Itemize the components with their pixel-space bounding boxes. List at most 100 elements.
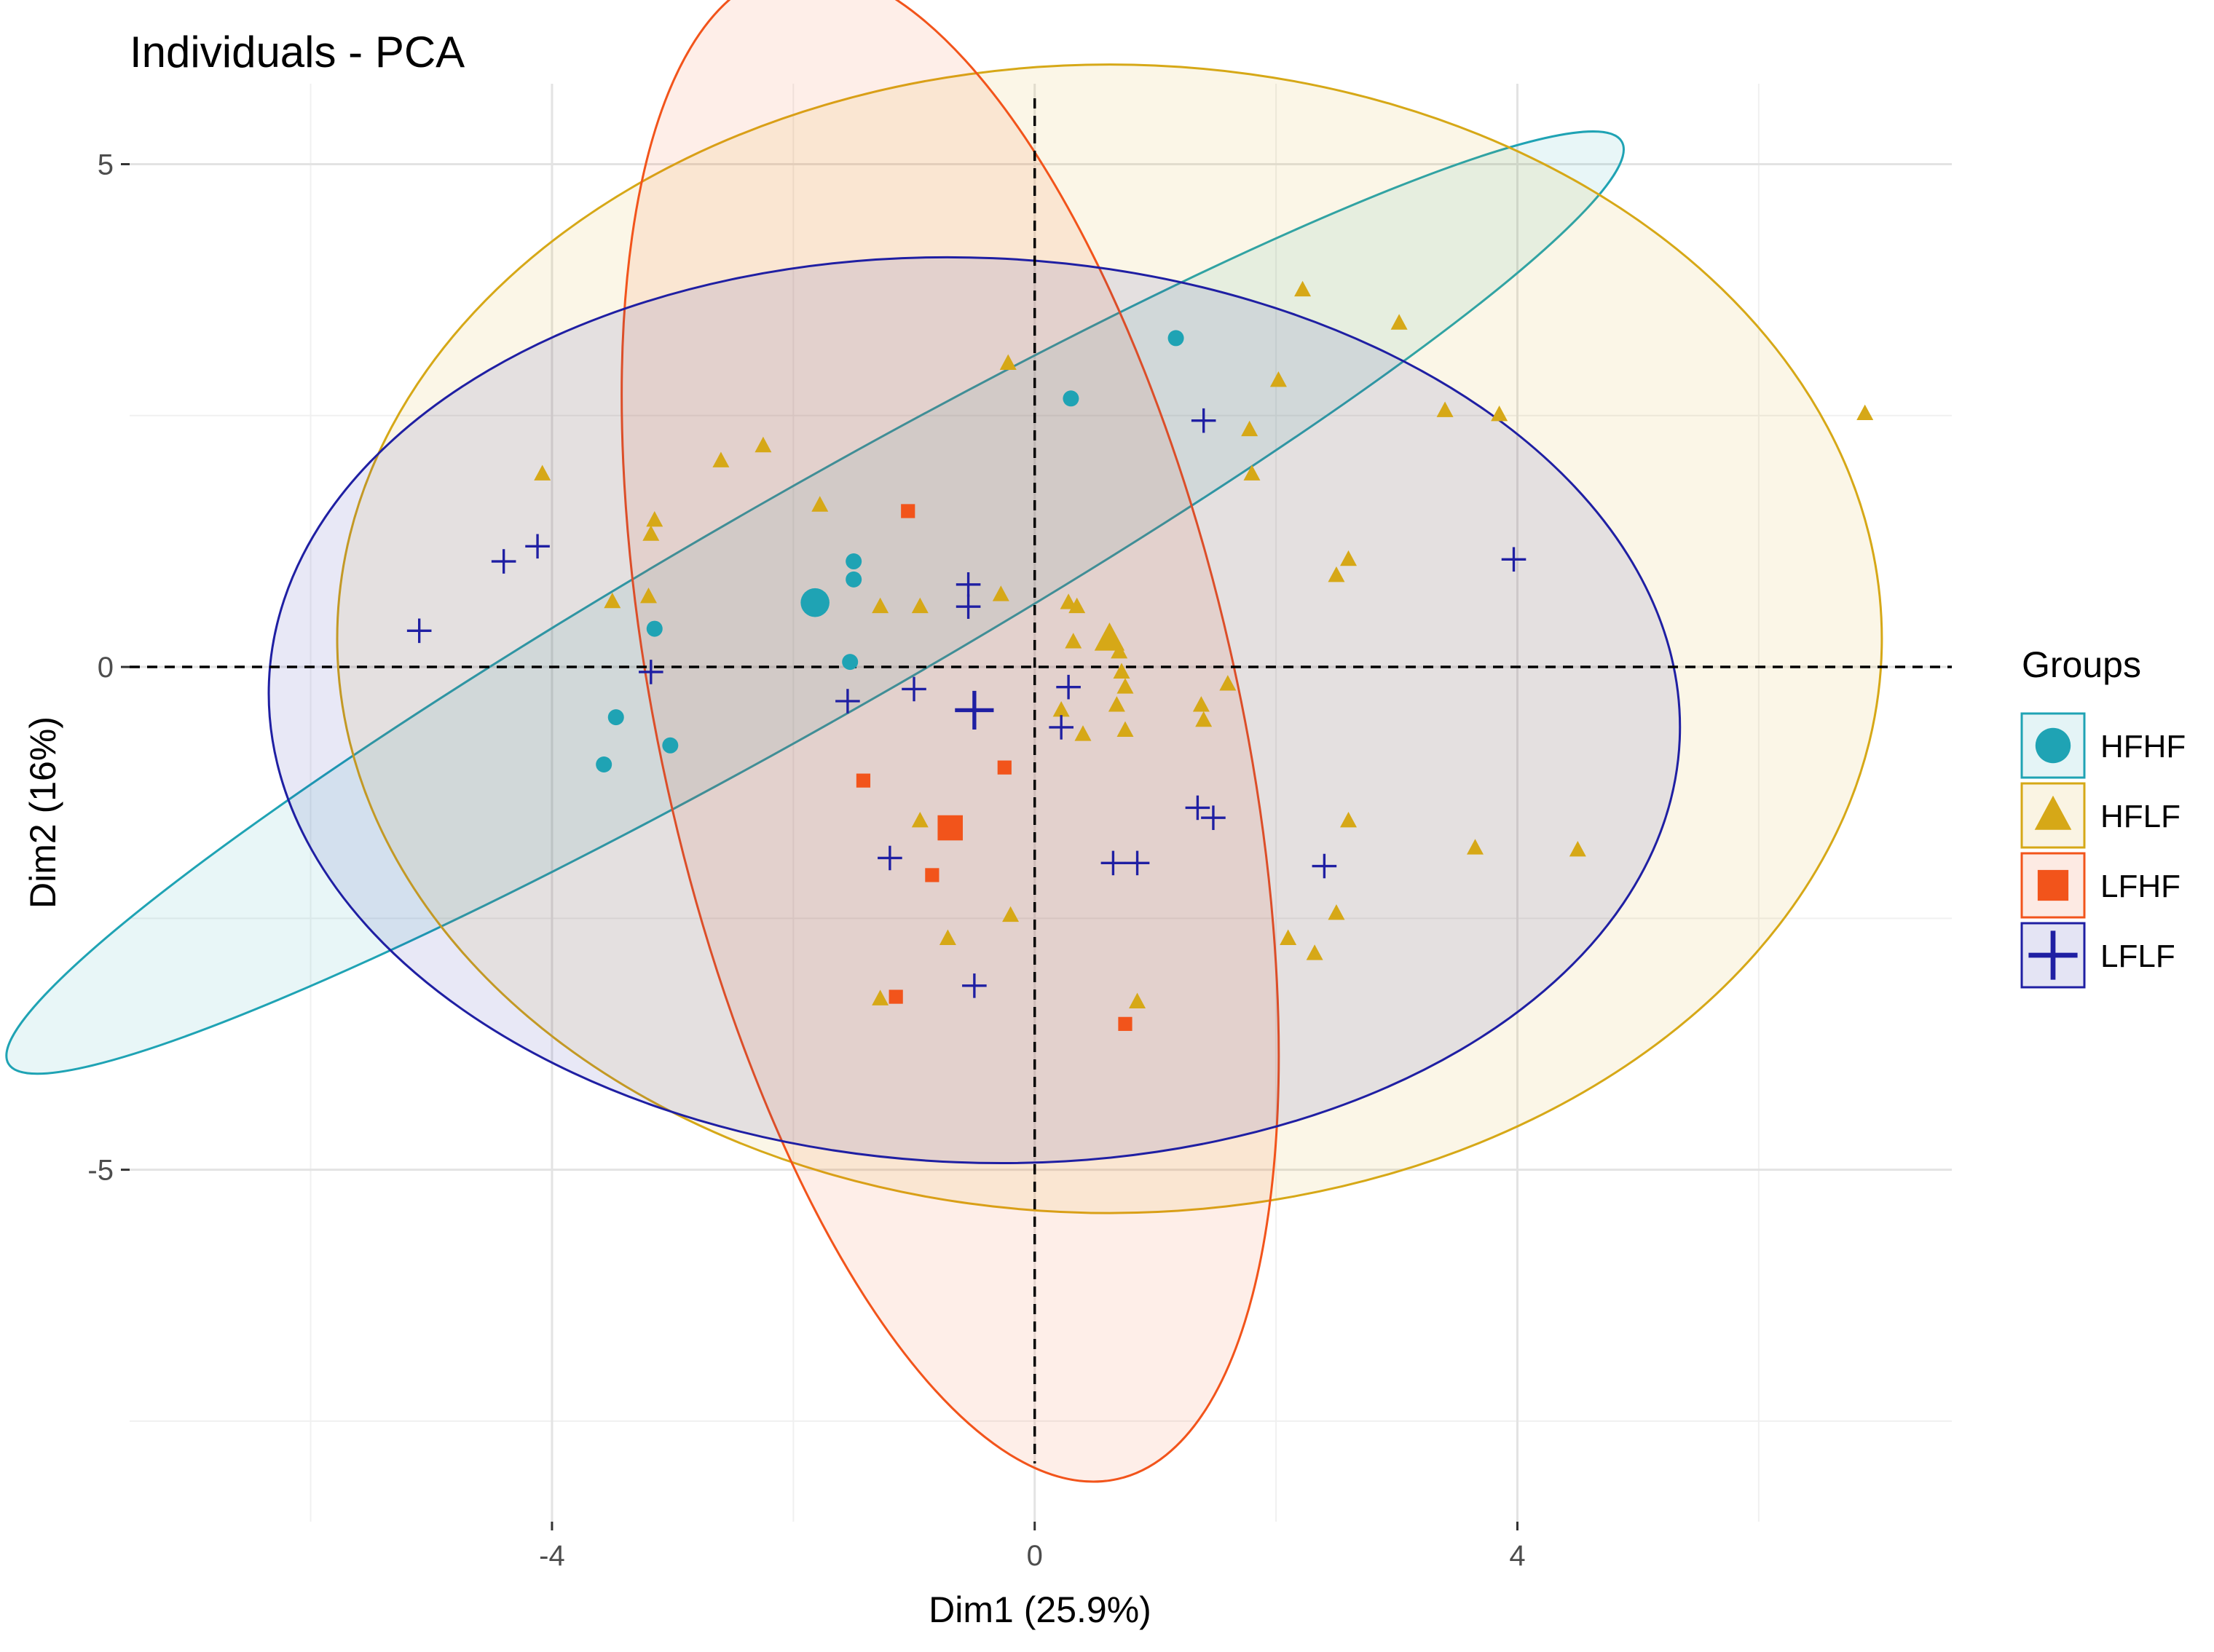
legend-title: Groups — [2022, 644, 2141, 685]
point-hflf — [1113, 663, 1130, 679]
tick-labels: -4 0 4 5 0 -5 — [87, 149, 1525, 1572]
point-lflf — [1100, 850, 1126, 876]
point-hflf — [872, 989, 889, 1005]
point-hflf — [646, 511, 663, 527]
point-hflf — [1390, 314, 1408, 330]
point-hflf — [1129, 992, 1146, 1008]
legend-label-lfhf: LFHF — [2100, 869, 2180, 904]
point-hflf — [939, 929, 956, 945]
grid-major — [130, 84, 1952, 1522]
point-hfhf — [1167, 330, 1184, 347]
point-lflf — [956, 572, 981, 597]
point-hflf — [999, 354, 1017, 370]
point-lflf — [1201, 805, 1226, 831]
point-lfhf — [901, 504, 915, 518]
point-hflf — [1065, 633, 1082, 649]
point-hflf — [1108, 696, 1125, 712]
point-hflf — [1111, 642, 1128, 659]
legend-item-hfhf: HFHF — [2020, 712, 2186, 779]
point-hflf — [1328, 904, 1345, 920]
point-hflf — [992, 585, 1009, 601]
centroid-hflf — [1094, 623, 1125, 651]
point-hflf — [755, 436, 772, 453]
point-hflf — [1074, 725, 1092, 741]
point-hflf — [1068, 597, 1086, 614]
point-hflf — [1856, 404, 1874, 421]
point-hflf — [604, 592, 621, 609]
point-lflf — [1185, 795, 1210, 821]
point-lflf — [962, 973, 987, 998]
legend-item-hflf: HFLF — [2020, 782, 2180, 849]
x-axis-title: Dim1 (25.9%) — [929, 1589, 1151, 1630]
legend-marker-hfhf — [2035, 727, 2071, 764]
y-axis-title: Dim2 (16%) — [23, 716, 63, 909]
point-hflf — [534, 465, 551, 481]
legend-label-hflf: HFLF — [2100, 799, 2180, 834]
legend-label-hfhf: HFHF — [2100, 729, 2186, 764]
centroid-lfhf — [937, 815, 964, 841]
point-lfhf — [856, 773, 871, 788]
point-lflf — [835, 689, 860, 714]
point-lflf — [525, 534, 550, 559]
point-hflf — [1467, 839, 1484, 855]
legend: Groups HFHF HFLF LFHF LFLF — [2020, 644, 2186, 989]
point-hfhf — [1063, 390, 1079, 407]
point-hfhf — [842, 654, 859, 671]
legend-marker-hflf — [2034, 795, 2072, 830]
point-hflf — [1002, 906, 1020, 922]
point-hflf — [712, 451, 730, 467]
legend-item-lfhf: LFHF — [2020, 852, 2180, 919]
point-hfhf — [846, 553, 862, 570]
legend-marker-lflf — [2028, 930, 2078, 980]
point-hfhf — [596, 756, 612, 773]
point-lfhf — [997, 760, 1012, 775]
point-lflf — [1191, 408, 1216, 433]
point-lflf — [491, 549, 516, 574]
point-hflf — [1243, 465, 1261, 481]
axis-ticks — [121, 162, 1518, 1530]
point-hflf — [1241, 420, 1258, 437]
reference-lines — [130, 98, 1952, 1463]
point-hflf — [639, 587, 657, 604]
grid-minor — [130, 84, 1952, 1522]
point-hflf — [911, 811, 929, 828]
point-hflf — [1340, 811, 1358, 828]
x-tick-label: 0 — [1027, 1540, 1043, 1572]
point-hflf — [1491, 405, 1508, 422]
point-hflf — [911, 597, 929, 614]
x-tick-label: 4 — [1509, 1540, 1525, 1572]
point-lfhf — [889, 989, 903, 1004]
point-hflf — [1269, 371, 1287, 387]
legend-label-lflf: LFLF — [2100, 938, 2175, 974]
x-tick-label: -4 — [539, 1540, 565, 1572]
centroid-lflf — [955, 690, 994, 730]
point-lfhf — [925, 868, 939, 882]
chart-title: Individuals - PCA — [130, 28, 465, 76]
legend-marker-lfhf — [2037, 869, 2069, 901]
point-lflf — [1312, 853, 1337, 879]
data-points — [406, 280, 1874, 1031]
point-hflf — [642, 525, 660, 541]
y-tick-label: -5 — [87, 1155, 114, 1187]
point-lflf — [956, 594, 981, 619]
legend-item-lflf: LFLF — [2020, 922, 2175, 989]
point-hflf — [1116, 678, 1134, 694]
point-hflf — [1280, 929, 1297, 945]
point-hflf — [1328, 566, 1345, 582]
point-hflf — [811, 496, 829, 512]
point-hflf — [1306, 944, 1323, 960]
point-lflf — [1124, 850, 1150, 876]
point-lflf — [1049, 715, 1073, 740]
point-lflf — [406, 618, 432, 644]
point-lflf — [878, 845, 902, 871]
point-hflf — [1116, 721, 1134, 738]
point-hfhf — [662, 737, 679, 754]
point-hfhf — [607, 709, 624, 726]
ellipse-lfhf — [621, 0, 1280, 1483]
point-hflf — [1436, 401, 1454, 417]
point-lfhf — [1118, 1016, 1132, 1031]
point-lflf — [1056, 674, 1081, 700]
point-hflf — [1219, 675, 1237, 691]
